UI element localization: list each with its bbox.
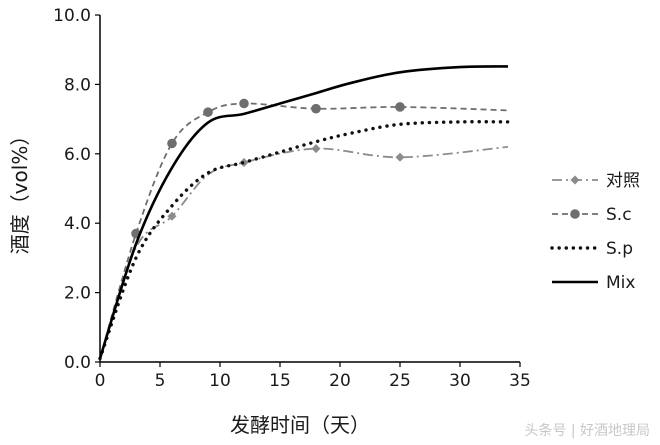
y-tick-label: 6.0 bbox=[64, 145, 91, 165]
series-S.c-marker bbox=[311, 103, 321, 114]
x-tick-label: 0 bbox=[95, 371, 106, 391]
x-tick-label: 35 bbox=[509, 371, 531, 391]
legend-label: S.c bbox=[606, 205, 632, 225]
series-对照-marker bbox=[395, 152, 405, 162]
y-tick-label: 8.0 bbox=[64, 75, 91, 95]
x-tick-label: 15 bbox=[269, 371, 291, 391]
series-对照-group bbox=[99, 144, 509, 359]
y-tick-label: 2.0 bbox=[64, 284, 91, 304]
legend-label: 对照 bbox=[606, 171, 640, 191]
watermark: 头条号 | 好酒地理局 bbox=[524, 422, 650, 439]
y-tick-label: 4.0 bbox=[64, 214, 91, 234]
series-S.p-group bbox=[98, 120, 510, 361]
x-tick-label: 20 bbox=[329, 371, 351, 391]
x-tick-label: 5 bbox=[155, 371, 166, 391]
series-S.c-group bbox=[99, 98, 509, 359]
legend-item-S.c: S.c bbox=[552, 205, 632, 225]
series-S.c-line bbox=[99, 102, 509, 359]
x-tick-label: 25 bbox=[389, 371, 411, 391]
legend-marker bbox=[570, 175, 580, 185]
legend-item-Mix: Mix bbox=[552, 273, 635, 293]
series-S.p-line bbox=[98, 120, 510, 361]
series-S.c-marker bbox=[239, 98, 249, 109]
x-tick-label: 10 bbox=[209, 371, 231, 391]
series-Mix-line bbox=[98, 65, 509, 359]
y-axis-title: 酒度（vol%） bbox=[8, 126, 32, 255]
series-Mix-group bbox=[98, 65, 509, 359]
legend-item-S.p: S.p bbox=[550, 239, 633, 259]
series-S.c-marker bbox=[395, 102, 405, 112]
x-tick-label: 30 bbox=[449, 371, 471, 391]
legend-item-对照: 对照 bbox=[552, 171, 640, 191]
x-axis-title: 发酵时间（天） bbox=[230, 413, 370, 437]
axes bbox=[99, 15, 520, 363]
legend-label: S.p bbox=[606, 239, 633, 259]
series-S.c-marker bbox=[203, 107, 213, 117]
series-对照-line bbox=[99, 146, 509, 359]
series-S.c-marker bbox=[167, 138, 177, 149]
y-tick-label: 0.0 bbox=[64, 353, 91, 373]
series-对照-marker bbox=[167, 211, 177, 221]
legend-label: Mix bbox=[606, 273, 635, 293]
series-对照-marker bbox=[311, 144, 321, 154]
legend-marker bbox=[570, 209, 580, 219]
y-tick-label: 10.0 bbox=[53, 6, 91, 26]
